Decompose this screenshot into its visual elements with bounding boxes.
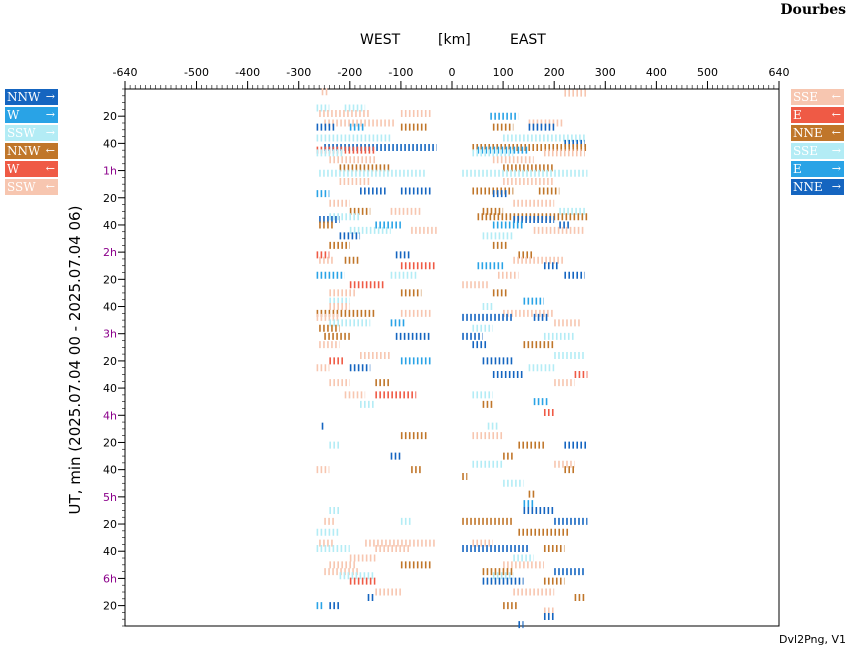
legend-left-item-ssw: SSW ← (5, 179, 58, 195)
x-tick-label: 400 (646, 66, 667, 79)
arrow-right-icon: → (45, 108, 55, 121)
y-hour-label: 4h (103, 409, 117, 422)
x-tick-label: -100 (388, 66, 413, 79)
y-tick-label: 40 (103, 464, 117, 477)
legend-label: W (7, 162, 20, 176)
arrow-left-icon: ← (831, 90, 841, 103)
y-tick-label: 40 (103, 137, 117, 150)
x-tick-label: -640 (113, 66, 138, 79)
plot-frame (124, 88, 780, 627)
arrow-right-icon: → (831, 180, 841, 193)
x-tick-label: 0 (449, 66, 456, 79)
legend-left-item-ssw: SSW → (5, 125, 58, 141)
y-tick-label: 40 (103, 301, 117, 314)
legend-right-item-nne: NNE → (791, 179, 844, 195)
legend-label: SSE (793, 90, 818, 104)
legend-label: NNE (793, 126, 823, 140)
arrow-left-icon: ← (45, 180, 55, 193)
legend-left-item-w: W ← (5, 161, 58, 177)
legend-left-item-w: W → (5, 107, 58, 123)
arrow-left-icon: ← (45, 144, 55, 157)
x-tick-label: 300 (595, 66, 616, 79)
arrow-left-icon: ← (831, 126, 841, 139)
legend-label: E (793, 108, 802, 122)
y-tick-label: 20 (103, 110, 117, 123)
legend-label: E (793, 162, 802, 176)
legend-label: NNE (793, 180, 823, 194)
x-tick-label: 200 (544, 66, 565, 79)
y-hour-label: 1h (103, 165, 117, 178)
legend-label: SSW (7, 126, 36, 140)
legend-label: SSW (7, 180, 36, 194)
legend-right-item-nne: NNE ← (791, 125, 844, 141)
legend-left-item-nnw: NNW → (5, 89, 58, 105)
y-hour-label: 2h (103, 246, 117, 259)
station-name: Dourbes (780, 2, 846, 18)
y-tick-label: 40 (103, 382, 117, 395)
y-hour-label: 6h (103, 572, 117, 585)
footer-version: Dvl2Png, V1 (779, 633, 846, 646)
unit-label: [km] (438, 32, 471, 48)
legend-right-item-sse: SSE ← (791, 89, 844, 105)
legend-right-item-e: E ← (791, 107, 844, 123)
legend-label: NNW (7, 90, 41, 104)
legend-left-item-nnw: NNW ← (5, 143, 58, 159)
arrow-left-icon: ← (45, 162, 55, 175)
y-tick-label: 20 (103, 355, 117, 368)
west-label: WEST (360, 32, 401, 48)
legend-label: SSE (793, 144, 818, 158)
x-tick-label: -300 (286, 66, 311, 79)
arrow-right-icon: → (45, 90, 55, 103)
y-tick-label: 40 (103, 545, 117, 558)
x-tick-label: -400 (235, 66, 260, 79)
legend-label: W (7, 108, 20, 122)
y-hour-label: 3h (103, 328, 117, 341)
y-tick-label: 20 (103, 600, 117, 613)
legend-right-item-e: E → (791, 161, 844, 177)
x-tick-label: 640 (769, 66, 790, 79)
x-tick-label: 500 (697, 66, 718, 79)
legend-label: NNW (7, 144, 41, 158)
y-hour-label: 5h (103, 491, 117, 504)
y-tick-label: 20 (103, 192, 117, 205)
legend-right-item-sse: SSE → (791, 143, 844, 159)
arrow-right-icon: → (45, 126, 55, 139)
y-tick-label: 20 (103, 518, 117, 531)
y-tick-label: 20 (103, 273, 117, 286)
x-tick-label: -500 (184, 66, 209, 79)
y-tick-label: 40 (103, 219, 117, 232)
east-label: EAST (510, 32, 546, 48)
arrow-right-icon: → (831, 144, 841, 157)
x-tick-label: 100 (493, 66, 514, 79)
arrow-left-icon: ← (831, 108, 841, 121)
y-tick-label: 20 (103, 436, 117, 449)
arrow-right-icon: → (831, 162, 841, 175)
x-tick-label: -200 (337, 66, 362, 79)
